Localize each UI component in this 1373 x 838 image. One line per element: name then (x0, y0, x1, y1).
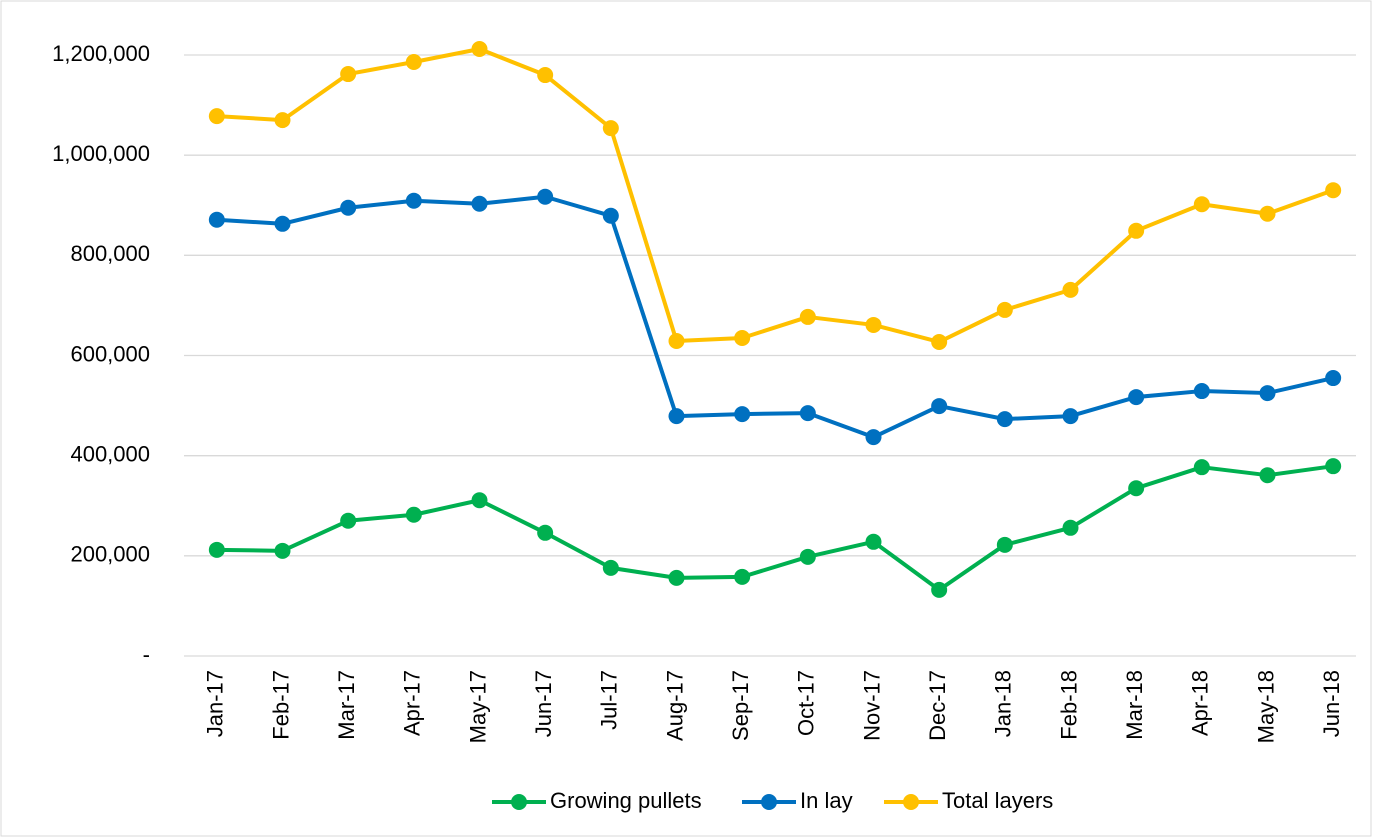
x-tick-label: Jul-17 (597, 670, 622, 730)
series-line (216, 46, 1334, 344)
x-tick-label: Jan-17 (203, 670, 228, 737)
series-line (216, 464, 1334, 592)
series-line (216, 194, 1334, 440)
data-point (602, 559, 619, 576)
x-tick-label: Mar-18 (1122, 670, 1147, 740)
data-point (405, 192, 422, 209)
data-point (734, 406, 751, 423)
data-point (996, 301, 1013, 318)
data-point (340, 199, 357, 216)
x-tick-label: Jan-18 (991, 670, 1016, 737)
data-point (1062, 408, 1079, 425)
y-tick-label: 1,200,000 (52, 41, 150, 66)
x-tick-label: Apr-17 (400, 670, 425, 736)
data-point (340, 512, 357, 529)
legend-label: Growing pullets (550, 788, 702, 813)
x-tick-label: May-18 (1253, 670, 1278, 743)
y-tick-label: 400,000 (70, 441, 150, 466)
data-point (602, 207, 619, 224)
data-point (1128, 222, 1145, 239)
data-point (1128, 389, 1145, 406)
data-point (1259, 205, 1276, 222)
data-point (274, 215, 291, 232)
data-point (996, 411, 1013, 428)
data-point (1325, 370, 1342, 387)
data-point (865, 533, 882, 550)
data-point (471, 40, 488, 57)
data-point (1325, 458, 1342, 475)
x-tick-label: Aug-17 (662, 670, 687, 741)
data-point (799, 308, 816, 325)
data-point (668, 569, 685, 586)
legend-label: In lay (800, 788, 853, 813)
x-tick-label: Feb-18 (1056, 670, 1081, 740)
x-tick-label: Sep-17 (728, 670, 753, 741)
data-point (668, 332, 685, 349)
legend-marker (511, 794, 527, 810)
x-tick-label: May-17 (465, 670, 490, 743)
data-point (208, 108, 225, 125)
data-point (865, 429, 882, 446)
legend-marker (903, 794, 919, 810)
data-point (1193, 459, 1210, 476)
legend-label: Total layers (942, 788, 1053, 813)
y-tick-label: 600,000 (70, 341, 150, 366)
legend-marker (761, 794, 777, 810)
data-point (1259, 385, 1276, 402)
x-tick-label: Apr-18 (1188, 670, 1213, 736)
data-point (208, 211, 225, 228)
x-tick-label: Nov-17 (859, 670, 884, 741)
data-point (931, 398, 948, 415)
data-point (537, 524, 554, 541)
x-tick-label: Oct-17 (794, 670, 819, 736)
data-point (471, 195, 488, 212)
x-tick-label: Mar-17 (334, 670, 359, 740)
x-tick-label: Dec-17 (925, 670, 950, 741)
data-point (931, 333, 948, 350)
data-point (799, 548, 816, 565)
data-point (1062, 519, 1079, 536)
data-point (537, 188, 554, 205)
data-point (274, 112, 291, 129)
x-tick-label: Feb-17 (268, 670, 293, 740)
data-point (471, 492, 488, 509)
y-tick-label: 800,000 (70, 241, 150, 266)
data-point (340, 66, 357, 83)
data-point (274, 542, 291, 559)
data-point (1259, 467, 1276, 484)
data-point (537, 67, 554, 84)
y-tick-label: 200,000 (70, 542, 150, 567)
data-point (865, 316, 882, 333)
data-point (668, 408, 685, 425)
data-point (1325, 182, 1342, 199)
y-tick-label: - (143, 642, 150, 667)
y-tick-label: 1,000,000 (52, 141, 150, 166)
data-point (734, 329, 751, 346)
data-point (734, 568, 751, 585)
x-tick-label: Jun-17 (531, 670, 556, 737)
data-point (1128, 480, 1145, 497)
data-point (208, 541, 225, 558)
data-point (1193, 196, 1210, 213)
data-point (405, 506, 422, 523)
data-point (799, 405, 816, 422)
data-point (1193, 383, 1210, 400)
data-point (1062, 281, 1079, 298)
x-tick-label: Jun-18 (1319, 670, 1344, 737)
data-point (996, 536, 1013, 553)
data-point (602, 120, 619, 137)
data-point (931, 581, 948, 598)
data-point (405, 54, 422, 71)
